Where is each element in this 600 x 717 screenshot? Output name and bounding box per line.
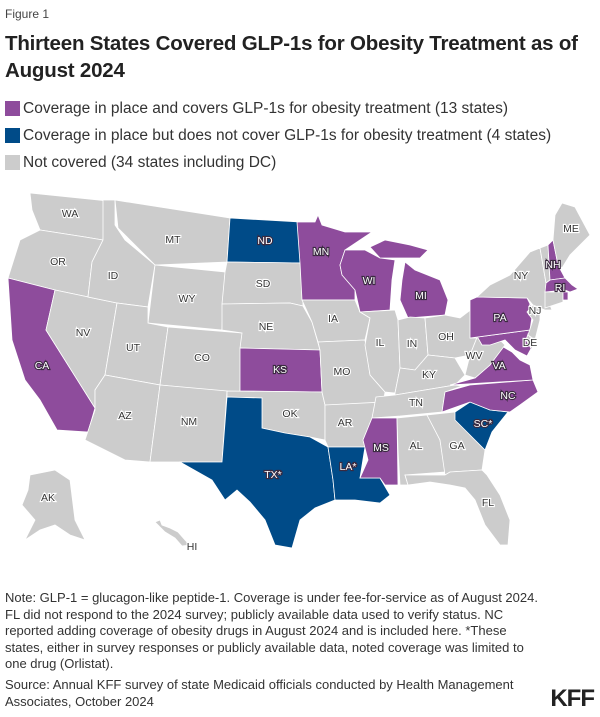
- state-me: [552, 202, 591, 269]
- state-label-sc: SC*: [474, 418, 493, 430]
- state-label-or: OR: [50, 256, 66, 268]
- state-nh: [547, 239, 566, 281]
- state-label-ak: AK: [41, 492, 55, 504]
- legend-label: Coverage in place and covers GLP-1s for …: [23, 99, 509, 117]
- state-label-wy: WY: [179, 293, 196, 305]
- state-label-ok: OK: [282, 408, 297, 420]
- legend-swatch-purple: [5, 101, 20, 116]
- state-de: [525, 333, 534, 352]
- state-label-ca: CA: [35, 360, 50, 372]
- state-label-al: AL: [410, 440, 423, 452]
- state-label-nm: NM: [181, 416, 197, 428]
- legend: Coverage in place and covers GLP-1s for …: [5, 95, 551, 176]
- state-la: [327, 446, 391, 504]
- state-label-mi: MI: [415, 290, 427, 302]
- state-label-pa: PA: [493, 312, 506, 324]
- state-label-mo: MO: [334, 366, 351, 378]
- state-ri: [562, 291, 569, 301]
- state-ma: [544, 277, 579, 293]
- legend-swatch-gray: [5, 155, 20, 170]
- legend-item-covers: Coverage in place and covers GLP-1s for …: [5, 95, 551, 122]
- state-label-wa: WA: [62, 208, 79, 220]
- state-label-sd: SD: [256, 278, 271, 290]
- state-label-de: DE: [523, 337, 538, 349]
- state-ak: [21, 469, 86, 542]
- note-text: Note: GLP-1 = glucagon-like peptide-1. C…: [5, 590, 538, 671]
- state-label-mn: MN: [313, 246, 329, 258]
- state-label-nv: NV: [76, 327, 91, 339]
- state-fl: [404, 469, 511, 546]
- state-label-ri: RI: [555, 282, 566, 294]
- legend-swatch-blue: [5, 128, 20, 143]
- state-label-tx: TX*: [264, 469, 282, 481]
- state-label-oh: OH: [438, 331, 454, 343]
- state-nj: [526, 304, 541, 341]
- state-label-wv: WV: [466, 350, 483, 362]
- kff-logo: KFF: [550, 685, 595, 712]
- source-text: Source: Annual KFF survey of state Medic…: [5, 677, 514, 709]
- legend-item-not-covered: Not covered (34 states including DC): [5, 149, 551, 176]
- state-ct: [544, 291, 564, 309]
- state-label-ut: UT: [126, 342, 141, 354]
- legend-item-no-glp1: Coverage in place but does not cover GLP…: [5, 122, 551, 149]
- state-hi: [154, 519, 191, 547]
- state-label-nd: ND: [257, 235, 273, 247]
- state-label-va: VA: [492, 360, 505, 372]
- state-label-il: IL: [376, 337, 385, 349]
- state-label-ks: KS: [273, 364, 287, 376]
- legend-label: Not covered (34 states including DC): [23, 153, 277, 171]
- state-label-id: ID: [108, 270, 119, 282]
- state-nc: [441, 379, 539, 413]
- state-label-la: LA*: [340, 461, 357, 473]
- state-label-nc: NC: [500, 390, 516, 402]
- state-label-ne: NE: [259, 321, 274, 333]
- state-label-mt: MT: [165, 234, 181, 246]
- state-tx: [178, 396, 336, 549]
- state-label-tn: TN: [409, 397, 423, 409]
- state-mi: [369, 239, 429, 259]
- state-label-az: AZ: [118, 410, 132, 422]
- state-label-co: CO: [194, 352, 210, 364]
- legend-label: Coverage in place but does not cover GLP…: [23, 126, 552, 144]
- state-label-nh: NH: [545, 259, 560, 271]
- state-label-in: IN: [407, 338, 418, 350]
- state-label-ar: AR: [338, 417, 353, 429]
- state-label-wi: WI: [363, 275, 376, 287]
- state-label-ky: KY: [422, 369, 436, 381]
- state-label-ny: NY: [514, 270, 529, 282]
- state-label-ia: IA: [328, 313, 338, 325]
- state-ia: [301, 299, 371, 343]
- state-label-nj: NJ: [529, 305, 542, 317]
- state-label-hi: HI: [187, 541, 198, 553]
- state-label-ga: GA: [449, 440, 464, 452]
- state-il: [358, 309, 401, 394]
- chart-title: Thirteen States Covered GLP-1s for Obesi…: [5, 32, 578, 82]
- state-label-fl: FL: [482, 497, 494, 509]
- figure-label: Figure 1: [5, 7, 50, 21]
- state-label-ms: MS: [373, 442, 389, 454]
- state-label-me: ME: [563, 223, 579, 235]
